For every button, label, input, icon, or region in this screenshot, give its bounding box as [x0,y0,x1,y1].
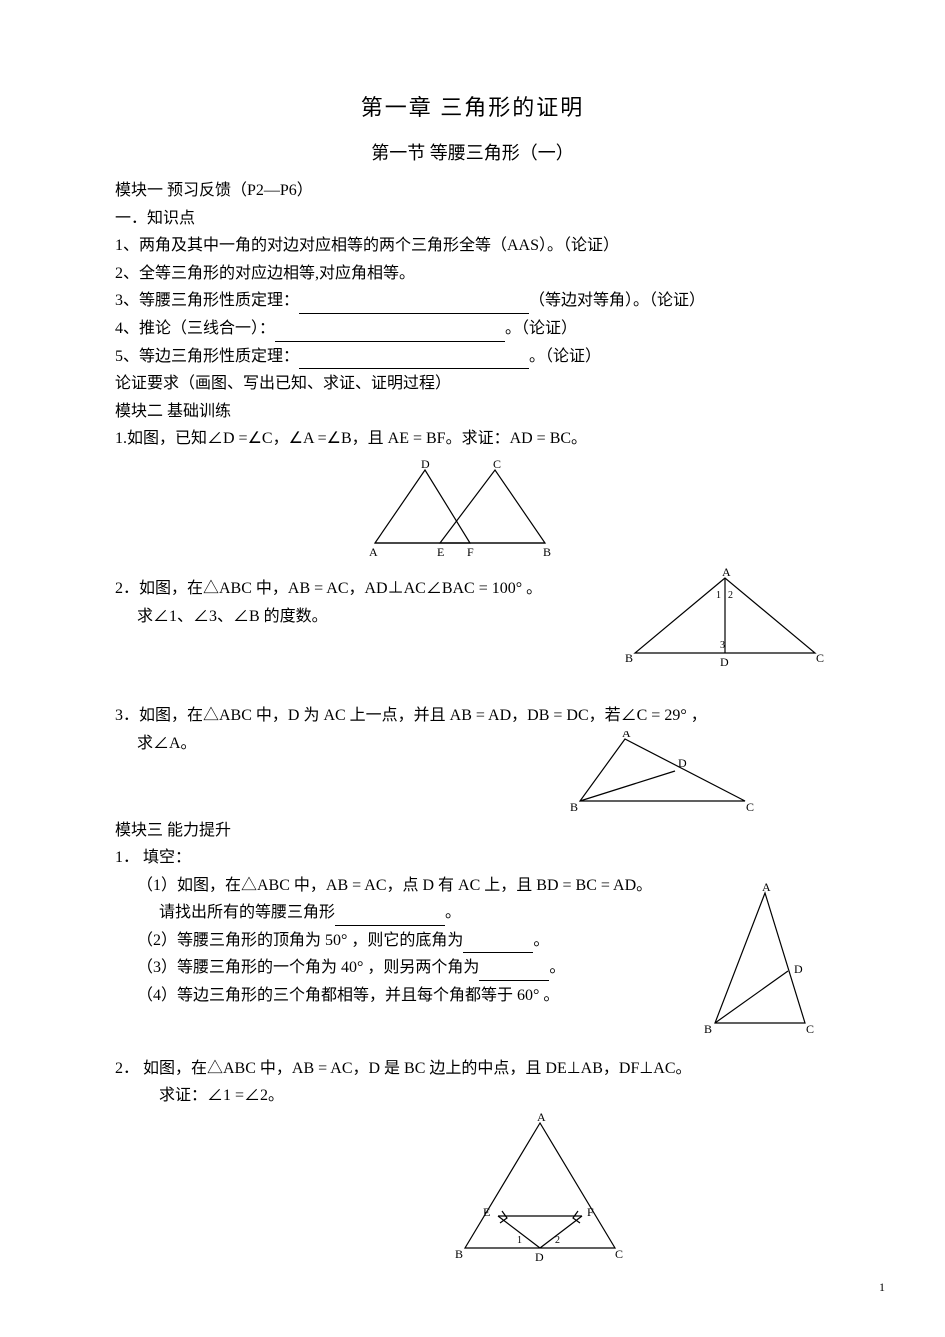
fig4-C: C [806,1022,814,1036]
mod1-p3: 3、等腰三角形性质定理： （等边对等角）。（论证） [115,288,830,314]
mod2-q3b: 求∠A。 [115,731,560,757]
mod1-p1: 1、两角及其中一角的对边对应相等的两个三角形全等（AAS）。（论证） [115,233,830,259]
fig2-2: 2 [728,590,733,601]
fig4-A: A [762,883,771,894]
fig3-A: A [622,731,631,740]
blank-m3-2 [463,952,533,953]
fig4-B: B [704,1022,712,1036]
module-2: 模块二 基础训练 1.如图，已知∠D =∠C，∠A =∠B，且 AE = BF。… [115,399,830,816]
fig1-F: F [467,545,474,558]
fig5-2: 2 [555,1235,560,1246]
mod1-p5a: 5、等边三角形性质定理： [115,348,299,365]
blank-3 [299,313,529,314]
mod3-q1-1b-row: 请找出所有的等腰三角形 。 [115,900,680,926]
fig3-C: C [746,800,754,814]
blank-4 [275,341,505,342]
mod3-q2b: 求证：∠1 =∠2。 [115,1083,830,1109]
mod3-q1-1b: 请找出所有的等腰三角形 [159,904,335,921]
fig1-A: A [369,545,378,558]
mod3-q1-3b: 。 [549,959,565,976]
section-title: 第一节 等腰三角形（一） [115,139,830,168]
mod1-p5b: 。（论证） [529,348,601,365]
mod1-title: 模块一 预习反馈（P2—P6） [115,178,830,204]
mod3-q1-2b: 。 [533,932,549,949]
module-3: 模块三 能力提升 1． 填空： （1）如图，在△ABC 中，AB = AC，点 … [115,818,830,1263]
blank-m3-1 [335,925,445,926]
mod2-q2b: 求∠1、∠3、∠B 的度数。 [115,604,620,630]
mod3-q1: 1． 填空： [115,845,830,871]
mod3-title: 模块三 能力提升 [115,818,830,844]
fig2-C: C [816,651,824,665]
figure-3: A B C D [560,731,760,816]
fig2-A: A [722,568,731,579]
mod2-q1: 1.如图，已知∠D =∠C，∠A =∠B，且 AE = BF。求证：AD = B… [115,426,830,452]
mod1-sub: 一．知识点 [115,206,830,232]
fig2-D: D [720,655,729,669]
fig1-D: D [421,458,430,471]
mod1-p4a: 4、推论（三线合一）： [115,320,275,337]
fig5-D: D [535,1250,544,1263]
mod1-p2: 2、全等三角形的对应边相等,对应角相等。 [115,261,830,287]
mod2-q2-row: 2．如图，在△ABC 中，AB = AC，AD⊥AC∠BAC = 100° 。 … [115,576,830,673]
fig1-B: B [543,545,551,558]
figure-5: A B C D E F 1 2 [445,1113,830,1263]
mod1-p3b: （等边对等角）。（论证） [529,292,705,309]
blank-m3-3 [479,980,549,981]
fig1-C: C [493,458,501,471]
figure-2: A B C D 1 2 3 [620,568,830,673]
chapter-title: 第一章 三角形的证明 [115,90,830,125]
blank-5 [299,368,529,369]
fig4-D: D [794,962,803,976]
mod3-q1-4: （4）等边三角形的三个角都相等，并且每个角都等于 60° 。 [115,983,680,1009]
mod1-p5: 5、等边三角形性质定理： 。（论证） [115,344,830,370]
fig5-A: A [537,1113,546,1124]
mod2-q2a: 2．如图，在△ABC 中，AB = AC，AD⊥AC∠BAC = 100° 。 [115,576,620,602]
fig3-D: D [678,756,687,770]
mod1-p3a: 3、等腰三角形性质定理： [115,292,299,309]
fig5-C: C [615,1247,623,1261]
mod1-p6: 论证要求（画图、写出已知、求证、证明过程） [115,371,830,397]
fig2-B: B [625,651,633,665]
fig2-3: 3 [720,640,725,651]
fig5-E: E [483,1205,490,1219]
mod3-q2a: 2． 如图，在△ABC 中，AB = AC，D 是 BC 边上的中点，且 DE⊥… [115,1056,830,1082]
mod2-title: 模块二 基础训练 [115,399,830,425]
mod3-q1-2-row: （2）等腰三角形的顶角为 50° ，则它的底角为 。 [115,928,680,954]
fig2-1: 1 [716,590,721,601]
fig1-E: E [437,545,444,558]
mod3-q1-1c: 。 [445,904,461,921]
module-1: 模块一 预习反馈（P2—P6） 一．知识点 1、两角及其中一角的对边对应相等的两… [115,178,830,397]
fig3-B: B [570,800,578,814]
mod2-q3a: 3．如图，在△ABC 中，D 为 AC 上一点，并且 AB = AD，DB = … [115,703,830,729]
mod3-q1-2a: （2）等腰三角形的顶角为 50° ，则它的底角为 [137,932,463,949]
mod3-q1-1a: （1）如图，在△ABC 中，AB = AC，点 D 有 AC 上，且 BD = … [115,873,680,899]
figure-4: A B C D [680,883,830,1038]
mod1-p4: 4、推论（三线合一）： 。（论证） [115,316,830,342]
mod1-p4b: 。（论证） [505,320,577,337]
fig5-B: B [455,1247,463,1261]
fig5-1: 1 [517,1235,522,1246]
page-number: 1 [879,1278,885,1297]
figure-1: D C A E F B [355,458,830,558]
mod3-q1-3a: （3）等腰三角形的一个角为 40° ，则另两个角为 [137,959,479,976]
fig5-F: F [587,1205,594,1219]
mod3-q1-3-row: （3）等腰三角形的一个角为 40° ，则另两个角为 。 [115,955,680,981]
